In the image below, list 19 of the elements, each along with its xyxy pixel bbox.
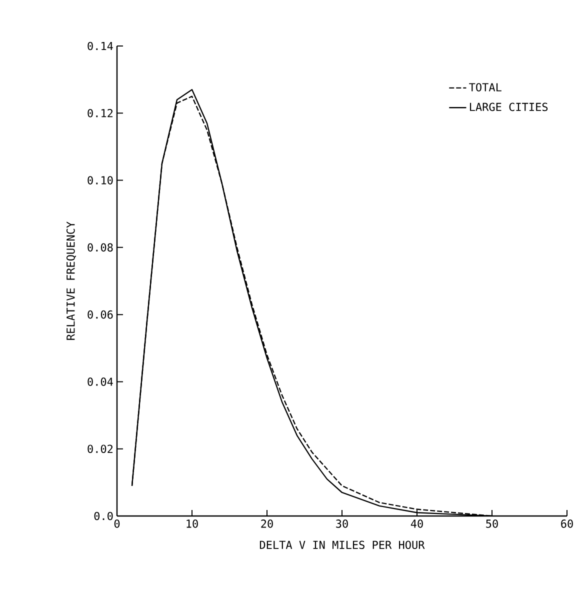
y-tick-label: 0.14	[88, 42, 113, 50]
x-tick-label: 10	[186, 520, 198, 528]
legend-label: LARGE CITIES	[470, 102, 548, 112]
x-tick-label: 30	[336, 520, 348, 528]
x-tick-label: 0	[114, 520, 120, 528]
y-axis-title: RELATIVE FREQUENCY	[66, 222, 76, 340]
y-tick-label: 0.10	[88, 176, 113, 184]
y-tick-label: 0.0	[94, 512, 113, 520]
x-tick-label: 60	[561, 520, 573, 528]
y-tick-label: 0.06	[88, 310, 113, 319]
legend-label: TOTAL	[469, 83, 502, 92]
y-tick-label: 0.04	[88, 378, 113, 386]
x-tick-label: 50	[486, 520, 498, 528]
x-tick-label: 20	[261, 520, 273, 528]
y-tick-label: 0.02	[88, 444, 113, 454]
x-axis-title: DELTA V IN MILES PER HOUR	[260, 540, 425, 550]
y-tick-label: 0.12	[88, 108, 113, 118]
x-tick-label: 40	[410, 520, 423, 528]
y-tick-label: 0.08	[88, 243, 113, 252]
